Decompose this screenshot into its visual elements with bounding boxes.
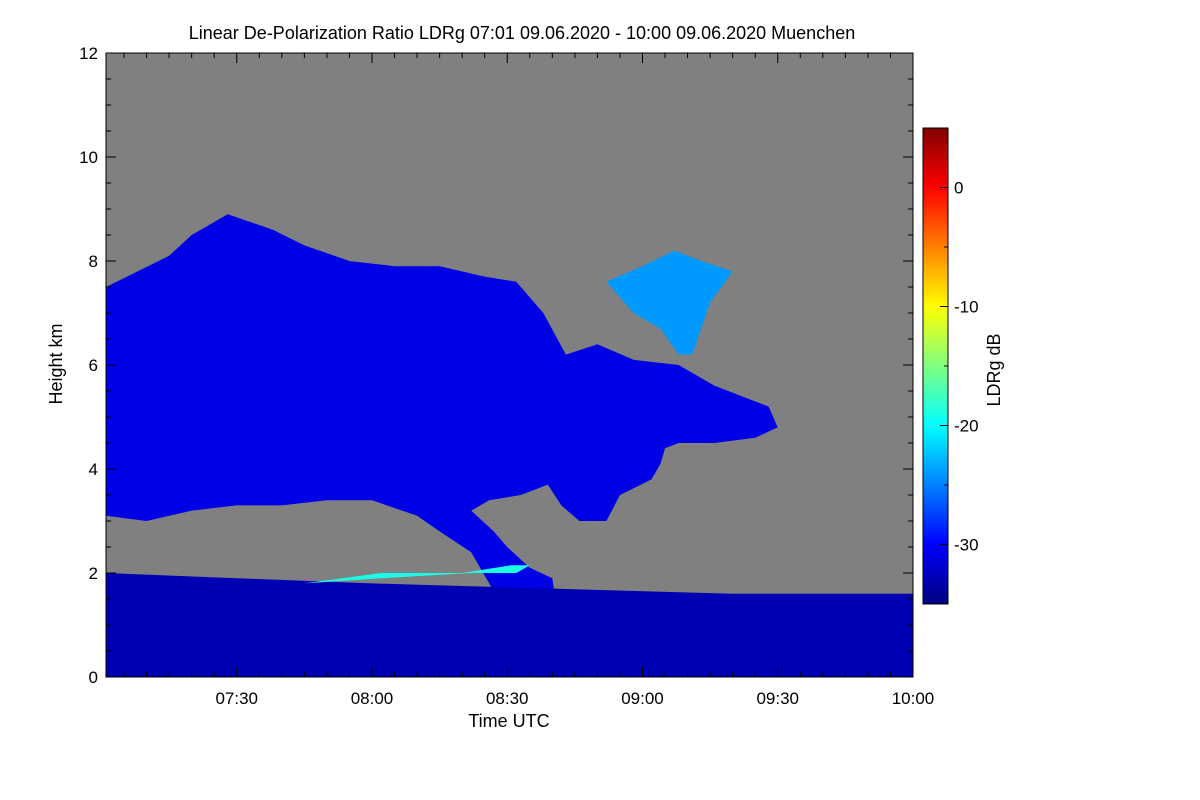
x-tick-label: 10:00 [892,689,935,708]
colorbar-tick-label: -10 [954,298,979,317]
heatmap-region-1 [106,214,778,610]
y-tick-label: 2 [89,564,98,583]
x-tick-label: 09:30 [756,689,799,708]
colorbar-label: LDRg dB [984,333,1004,406]
y-tick-label: 10 [79,148,98,167]
colorbar-scale [922,127,949,605]
x-axis-label: Time UTC [468,711,549,731]
y-axis-label: Height km [46,323,66,404]
chart-title: Linear De-Polarization Ratio LDRg 07:01 … [189,23,855,43]
colorbar-tick-label: -30 [954,536,979,555]
x-tick-label: 08:30 [486,689,529,708]
y-tick-label: 12 [79,44,98,63]
x-tick-label: 08:00 [351,689,394,708]
heatmap-region-3 [106,573,913,677]
x-tick-label: 09:00 [621,689,664,708]
colorbar: 0 -10 -20 -30 [922,127,979,605]
colorbar-tick-label: -20 [954,417,979,436]
x-tick-label: 07:30 [215,689,258,708]
y-tick-label: 0 [89,668,98,687]
heatmap-region-4 [304,565,530,584]
plot-area [105,52,914,678]
x-axis: 07:30 08:00 08:30 09:00 09:30 10:00 [123,53,935,708]
y-tick-label: 4 [89,460,98,479]
colorbar-tick-label: 0 [954,179,963,198]
y-tick-label: 6 [89,356,98,375]
y-axis: 0 2 4 6 8 10 12 [79,44,913,687]
y-tick-label: 8 [89,252,98,271]
heatmap-region-2 [606,250,733,355]
